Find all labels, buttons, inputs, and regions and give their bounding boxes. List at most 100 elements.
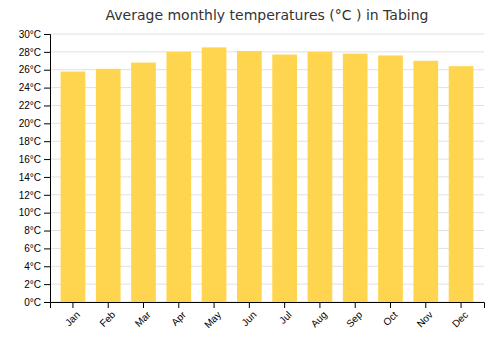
y-tick-label: 24°C xyxy=(19,82,41,93)
x-tick-label: Jun xyxy=(239,309,258,328)
x-tick-mark xyxy=(72,302,73,308)
x-tick-mark xyxy=(249,302,250,308)
x-tick: Oct xyxy=(381,302,400,328)
y-tick-label: 10°C xyxy=(19,207,41,218)
y-tick-mark xyxy=(44,195,50,196)
y-tick-mark xyxy=(44,177,50,178)
x-tick-mark xyxy=(108,302,109,308)
x-tick-mark xyxy=(355,302,356,308)
x-tick-mark xyxy=(390,302,391,308)
x-tick-label: Nov xyxy=(415,309,435,329)
y-tick-mark xyxy=(44,34,50,35)
x-tick: Mar xyxy=(133,302,153,329)
x-tick-label: Feb xyxy=(97,309,117,329)
y-tick-mark xyxy=(44,141,50,142)
x-tick-mark xyxy=(143,302,144,308)
y-tick-mark xyxy=(44,284,50,285)
y-tick: 10°C xyxy=(19,207,50,218)
plot-area: 0°C 2°C 4°C 6°C 8°C 10°C 12°C 14°C 16°C 18°C 20°C 2… xyxy=(19,29,485,331)
y-tick: 6°C xyxy=(24,243,50,254)
y-tick-mark xyxy=(44,266,50,267)
y-tick-label: 20°C xyxy=(19,118,41,129)
x-tick-label: Oct xyxy=(381,309,400,328)
y-tick-mark xyxy=(44,302,50,303)
y-tick-mark xyxy=(44,159,50,160)
y-tick-label: 4°C xyxy=(24,261,41,272)
bar xyxy=(413,61,438,302)
x-tick-label: Mar xyxy=(133,309,153,329)
y-tick: 14°C xyxy=(19,172,50,183)
x-tick-mark xyxy=(178,302,179,308)
y-tick-label: 16°C xyxy=(19,154,41,165)
y-axis: 0°C 2°C 4°C 6°C 8°C 10°C 12°C 14°C 16°C 18°C 20°C 2… xyxy=(19,29,51,308)
bar xyxy=(308,52,333,302)
y-tick: 12°C xyxy=(19,190,50,201)
x-axis: Jan Feb Mar Apr May Jun Jul Aug Sep Oct Nov Dec xyxy=(51,302,485,330)
y-axis-line xyxy=(44,35,51,303)
y-tick-mark xyxy=(44,105,50,106)
chart-title: Average monthly temperatures (°C ) in Ta… xyxy=(106,7,429,23)
y-tick-label: 18°C xyxy=(19,136,41,147)
y-tick-label: 6°C xyxy=(24,243,41,254)
y-tick-mark xyxy=(44,88,50,89)
y-tick-mark xyxy=(44,70,50,71)
y-tick: 22°C xyxy=(19,100,50,111)
y-tick-mark xyxy=(44,231,50,232)
x-tick: Aug xyxy=(309,302,329,329)
y-tick-label: 28°C xyxy=(19,47,41,58)
x-tick-label: Jan xyxy=(63,309,82,328)
x-tick: Jun xyxy=(239,302,258,328)
x-tick-label: May xyxy=(202,309,223,330)
x-tick-mark xyxy=(461,302,462,308)
y-tick-label: 12°C xyxy=(19,190,41,201)
x-tick: Dec xyxy=(450,302,470,329)
y-tick-label: 14°C xyxy=(19,172,41,183)
y-tick-label: 30°C xyxy=(19,29,41,40)
chart-svg: 0°C 2°C 4°C 6°C 8°C 10°C 12°C 14°C 16°C 18°C 20°C 2… xyxy=(0,0,500,350)
x-axis-line xyxy=(51,303,485,309)
bar xyxy=(166,52,191,302)
y-tick: 30°C xyxy=(19,29,50,40)
bar xyxy=(449,66,474,302)
x-tick-mark xyxy=(319,302,320,308)
x-tick: Apr xyxy=(169,302,188,328)
x-tick: Nov xyxy=(415,302,435,329)
x-tick-label: Sep xyxy=(344,309,365,330)
chart-container: 0°C 2°C 4°C 6°C 8°C 10°C 12°C 14°C 16°C 18°C 20°C 2… xyxy=(0,0,500,350)
y-tick: 2°C xyxy=(24,279,50,290)
grid-line xyxy=(50,34,484,35)
y-tick-mark xyxy=(44,248,50,249)
bar xyxy=(343,54,368,302)
x-tick-mark xyxy=(425,302,426,308)
x-tick-label: Apr xyxy=(169,309,188,328)
bar xyxy=(202,47,227,302)
grid xyxy=(50,34,484,302)
y-tick: 28°C xyxy=(19,47,50,58)
grid-line xyxy=(50,51,484,52)
x-tick-mark xyxy=(214,302,215,308)
y-tick-label: 0°C xyxy=(24,297,41,308)
bar xyxy=(96,69,121,302)
bar xyxy=(272,55,297,302)
y-tick: 16°C xyxy=(19,154,50,165)
y-tick: 20°C xyxy=(19,118,50,129)
y-tick: 8°C xyxy=(24,225,50,236)
bar xyxy=(378,55,403,302)
x-tick: May xyxy=(202,302,223,330)
x-tick: Feb xyxy=(97,302,117,329)
y-tick-mark xyxy=(44,123,50,124)
x-tick-label: Jul xyxy=(277,309,294,326)
bars xyxy=(61,47,474,302)
y-tick-mark xyxy=(44,52,50,53)
x-tick: Sep xyxy=(344,302,365,329)
y-tick-label: 8°C xyxy=(24,225,41,236)
y-tick-mark xyxy=(44,213,50,214)
y-tick-label: 22°C xyxy=(19,100,41,111)
y-tick: 4°C xyxy=(24,261,50,272)
bar xyxy=(237,51,262,302)
y-tick: 26°C xyxy=(19,64,50,75)
x-tick-label: Aug xyxy=(309,309,329,329)
bar xyxy=(131,63,156,302)
y-tick: 24°C xyxy=(19,82,50,93)
x-tick-mark xyxy=(284,302,285,308)
